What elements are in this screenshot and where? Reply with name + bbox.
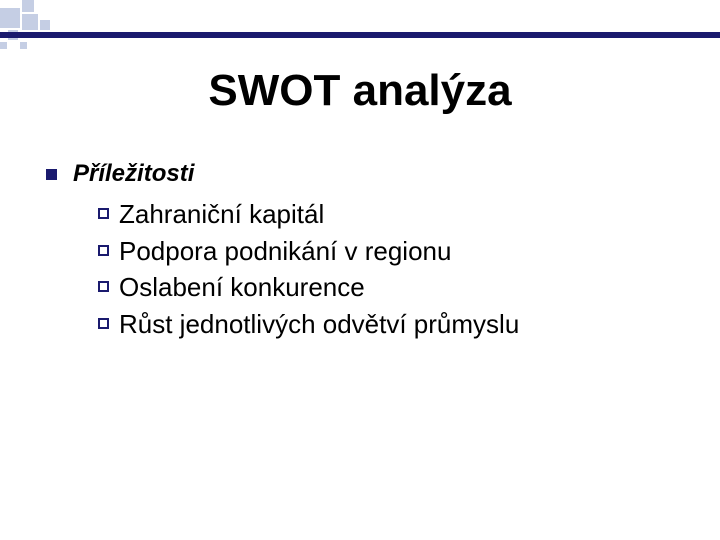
list-item: Zahraniční kapitál <box>98 198 676 231</box>
list-item: Podpora podnikání v regionu <box>98 235 676 268</box>
bullet-outline-icon <box>98 281 109 292</box>
deco-square <box>0 8 20 28</box>
content-area: Příležitosti Zahraniční kapitál Podpora … <box>46 160 676 344</box>
bullet-outline-icon <box>98 245 109 256</box>
bullet-list: Zahraniční kapitál Podpora podnikání v r… <box>98 198 676 340</box>
section-heading: Příležitosti <box>73 160 194 188</box>
deco-square <box>22 14 38 30</box>
deco-square <box>0 42 7 49</box>
corner-decoration <box>0 0 140 50</box>
slide: SWOT analýza Příležitosti Zahraniční kap… <box>0 0 720 540</box>
bullet-square-icon <box>46 169 57 180</box>
top-divider-bar <box>0 32 720 38</box>
bullet-outline-icon <box>98 318 109 329</box>
deco-square <box>22 0 34 12</box>
list-item: Oslabení konkurence <box>98 271 676 304</box>
list-item: Růst jednotlivých odvětví průmyslu <box>98 308 676 341</box>
list-item-text: Zahraniční kapitál <box>119 198 324 231</box>
deco-square <box>20 42 27 49</box>
list-item-text: Oslabení konkurence <box>119 271 365 304</box>
slide-title: SWOT analýza <box>0 66 720 116</box>
list-item-text: Růst jednotlivých odvětví průmyslu <box>119 308 519 341</box>
bullet-outline-icon <box>98 208 109 219</box>
list-item-text: Podpora podnikání v regionu <box>119 235 451 268</box>
deco-square <box>40 20 50 30</box>
heading-row: Příležitosti <box>46 160 676 188</box>
